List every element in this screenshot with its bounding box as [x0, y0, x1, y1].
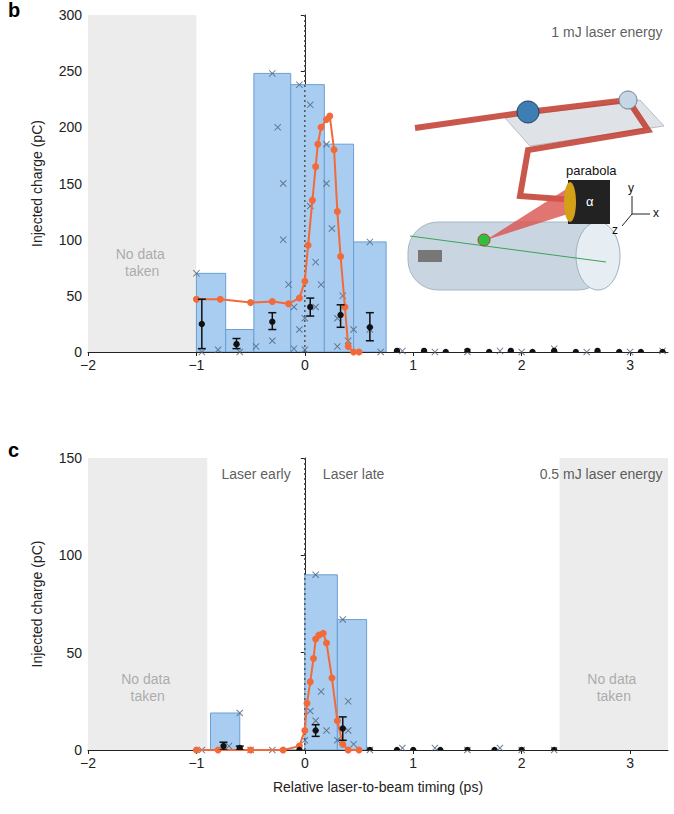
svg-text:taken: taken — [597, 688, 631, 704]
svg-text:parabola: parabola — [566, 163, 617, 178]
svg-text:1 mJ laser energy: 1 mJ laser energy — [551, 24, 662, 40]
svg-text:No data: No data — [116, 246, 169, 262]
svg-text:50: 50 — [66, 645, 82, 661]
svg-text:150: 150 — [59, 450, 83, 466]
svg-text:250: 250 — [59, 63, 83, 79]
svg-text:α: α — [586, 194, 594, 209]
svg-text:−2: −2 — [80, 357, 96, 373]
svg-text:y: y — [628, 181, 634, 195]
svg-text:taken: taken — [125, 263, 159, 279]
svg-text:−2: −2 — [80, 755, 96, 771]
svg-text:No data: No data — [121, 671, 174, 687]
svg-text:2: 2 — [518, 755, 526, 771]
svg-text:0: 0 — [301, 755, 309, 771]
svg-text:−1: −1 — [188, 755, 204, 771]
svg-text:0.5 mJ laser energy: 0.5 mJ laser energy — [540, 466, 663, 482]
svg-text:c: c — [8, 439, 19, 461]
svg-text:0: 0 — [74, 742, 82, 758]
svg-text:Laser early: Laser early — [221, 466, 290, 482]
svg-text:3: 3 — [626, 357, 634, 373]
svg-text:Relative laser-to-beam timing: Relative laser-to-beam timing (ps) — [273, 779, 483, 795]
svg-text:100: 100 — [59, 547, 83, 563]
svg-text:No data: No data — [587, 671, 640, 687]
svg-text:1: 1 — [409, 755, 417, 771]
svg-text:200: 200 — [59, 119, 83, 135]
svg-text:x: x — [653, 206, 659, 220]
svg-text:300: 300 — [59, 7, 83, 23]
svg-text:−1: −1 — [188, 357, 204, 373]
svg-text:3: 3 — [626, 755, 634, 771]
svg-text:b: b — [8, 0, 20, 21]
svg-text:150: 150 — [59, 176, 83, 192]
svg-text:0: 0 — [74, 344, 82, 360]
svg-text:2: 2 — [518, 357, 526, 373]
svg-text:Injected charge (pC): Injected charge (pC) — [29, 541, 45, 668]
svg-text:0: 0 — [301, 357, 309, 373]
svg-text:1: 1 — [409, 357, 417, 373]
svg-text:Laser late: Laser late — [323, 466, 385, 482]
svg-text:50: 50 — [66, 288, 82, 304]
svg-text:taken: taken — [131, 688, 165, 704]
svg-text:100: 100 — [59, 232, 83, 248]
svg-text:Injected charge (pC): Injected charge (pC) — [29, 120, 45, 247]
svg-text:z: z — [612, 223, 618, 237]
